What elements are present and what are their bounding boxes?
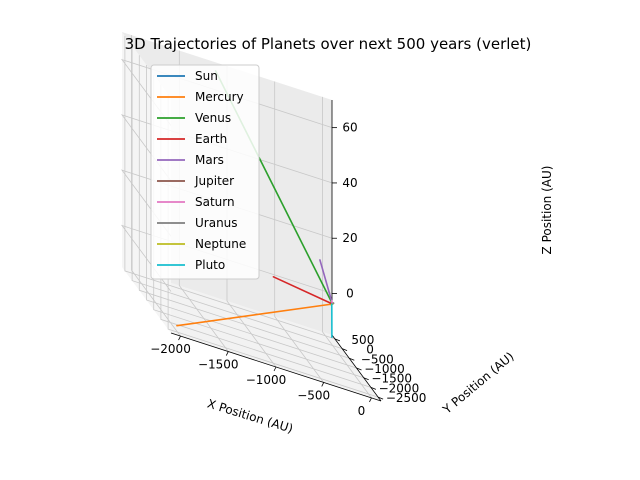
z-axis-label: Z Position (AU) [540,166,554,255]
legend: Sun Mercury Venus Earth Mars Jupiter Saturn Ura… [150,64,260,280]
y-tick-label: 500 [351,333,374,347]
y-tick-mark [356,367,362,371]
legend-label-uranus: Uranus [195,216,238,230]
x-tick-label: −1500 [198,358,239,372]
x-tick-mark [369,397,372,403]
y-tick-mark [341,348,348,351]
z-tick-label: 0 [346,287,354,301]
x-tick-mark [321,382,325,387]
y-tick-label: 0 [366,343,374,357]
x-tick-label: −2000 [150,342,191,356]
y-tick-mark [377,396,384,400]
z-tick-label: 40 [342,176,357,190]
y-tick-mark [349,357,355,361]
legend-label-neptune: Neptune [195,237,246,251]
y-axis-label: Y Position (AU) [439,349,516,417]
x-grid-line [322,96,372,399]
x-tick-label: −1000 [246,373,287,387]
y-grid-line [124,35,336,340]
trajectory-earth [272,275,334,305]
y-tick-label: −1000 [364,362,405,376]
x-tick-mark [273,366,277,372]
y-grid-line [131,45,343,349]
x-tick-label: 0 [358,404,366,418]
x-grid-line [274,81,325,383]
y-tick-label: −2000 [379,381,420,395]
x-tick-label: −500 [297,388,330,402]
trajectory-mercury [176,303,334,327]
legend-label-jupiter: Jupiter [194,174,234,188]
y-tick-label: −1500 [371,372,412,386]
chart-title: 3D Trajectories of Planets over next 500… [125,35,532,53]
axis-ticks: −2000−1500−1000−5000−2500−2000−1500−1000… [150,121,426,418]
y-tick-label: −500 [361,352,394,366]
x-tick-mark [178,335,181,341]
x-grid-line [131,35,181,337]
y-tick-mark [334,338,341,342]
x-tick-mark [225,351,229,356]
trajectory-mars [319,259,334,305]
legend-label-saturn: Saturn [195,195,235,209]
y-tick-mark [363,377,369,381]
legend-label-sun: Sun [195,69,218,83]
legend-label-earth: Earth [195,132,227,146]
legend-label-pluto: Pluto [195,258,225,272]
y-tick-label: −2500 [386,391,427,405]
legend-label-mars: Mars [195,153,224,167]
y-tick-mark [370,387,377,390]
y-grid-line [146,65,357,369]
z-tick-label: 60 [342,121,357,135]
legend-label-venus: Venus [195,111,231,125]
legend-label-mercury: Mercury [195,90,244,104]
y-grid-line [138,55,350,359]
x-axis-label: X Position (AU) [206,396,295,435]
z-tick-label: 20 [342,231,357,245]
